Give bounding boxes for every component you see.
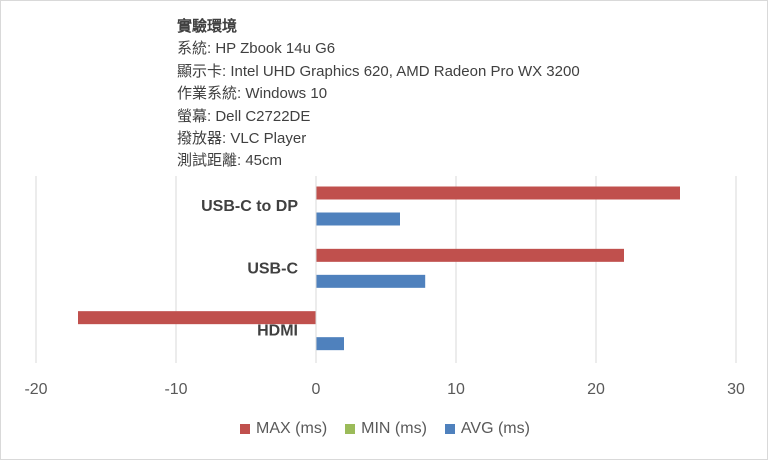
bar-max-0: [316, 186, 680, 200]
x-tick-label: 10: [447, 381, 465, 398]
legend-item: MIN (ms): [345, 420, 427, 438]
legend-swatch: [240, 424, 251, 434]
info-line-player: 撥放器: VLC Player: [177, 130, 307, 148]
x-tick-label: -20: [24, 381, 47, 398]
bar-max-1: [316, 248, 624, 262]
info-line-distance: 測試距離: 45cm: [177, 152, 283, 170]
x-tick-label: 0: [312, 381, 321, 398]
info-line-gpu: 顯示卡: Intel UHD Graphics 620, AMD Radeon …: [177, 62, 580, 80]
chart-legend: MAX (ms) MIN (ms) AVG (ms): [0, 420, 770, 439]
legend-swatch: [444, 424, 455, 434]
category-label: USB-C: [247, 260, 298, 277]
info-line-system: 系統: HP Zbook 14u G6: [177, 40, 336, 58]
legend-swatch: [345, 424, 356, 434]
category-label: HDMI: [257, 323, 298, 340]
experiment-info: 實驗環境 系統: HP Zbook 14u G6 顯示卡: Intel UHD …: [177, 16, 580, 173]
legend-item: MAX (ms): [240, 420, 327, 438]
x-tick-label: -10: [164, 381, 187, 398]
bar-avg-0: [316, 212, 400, 226]
bar-max-2: [78, 311, 316, 325]
bar-avg-2: [316, 337, 344, 351]
bar-avg-1: [316, 274, 426, 288]
legend-label: AVG (ms): [460, 420, 530, 437]
info-title: 實驗環境: [177, 18, 238, 35]
legend-label: MIN (ms): [361, 420, 427, 437]
x-tick-label: 20: [587, 381, 605, 398]
x-tick-label: 30: [727, 381, 745, 398]
legend-item: AVG (ms): [444, 420, 530, 438]
info-line-monitor: 螢幕: Dell C2722DE: [177, 107, 311, 125]
legend-label: MAX (ms): [256, 420, 328, 437]
info-line-os: 作業系統: Windows 10: [177, 85, 328, 103]
category-label: USB-C to DP: [201, 198, 298, 215]
